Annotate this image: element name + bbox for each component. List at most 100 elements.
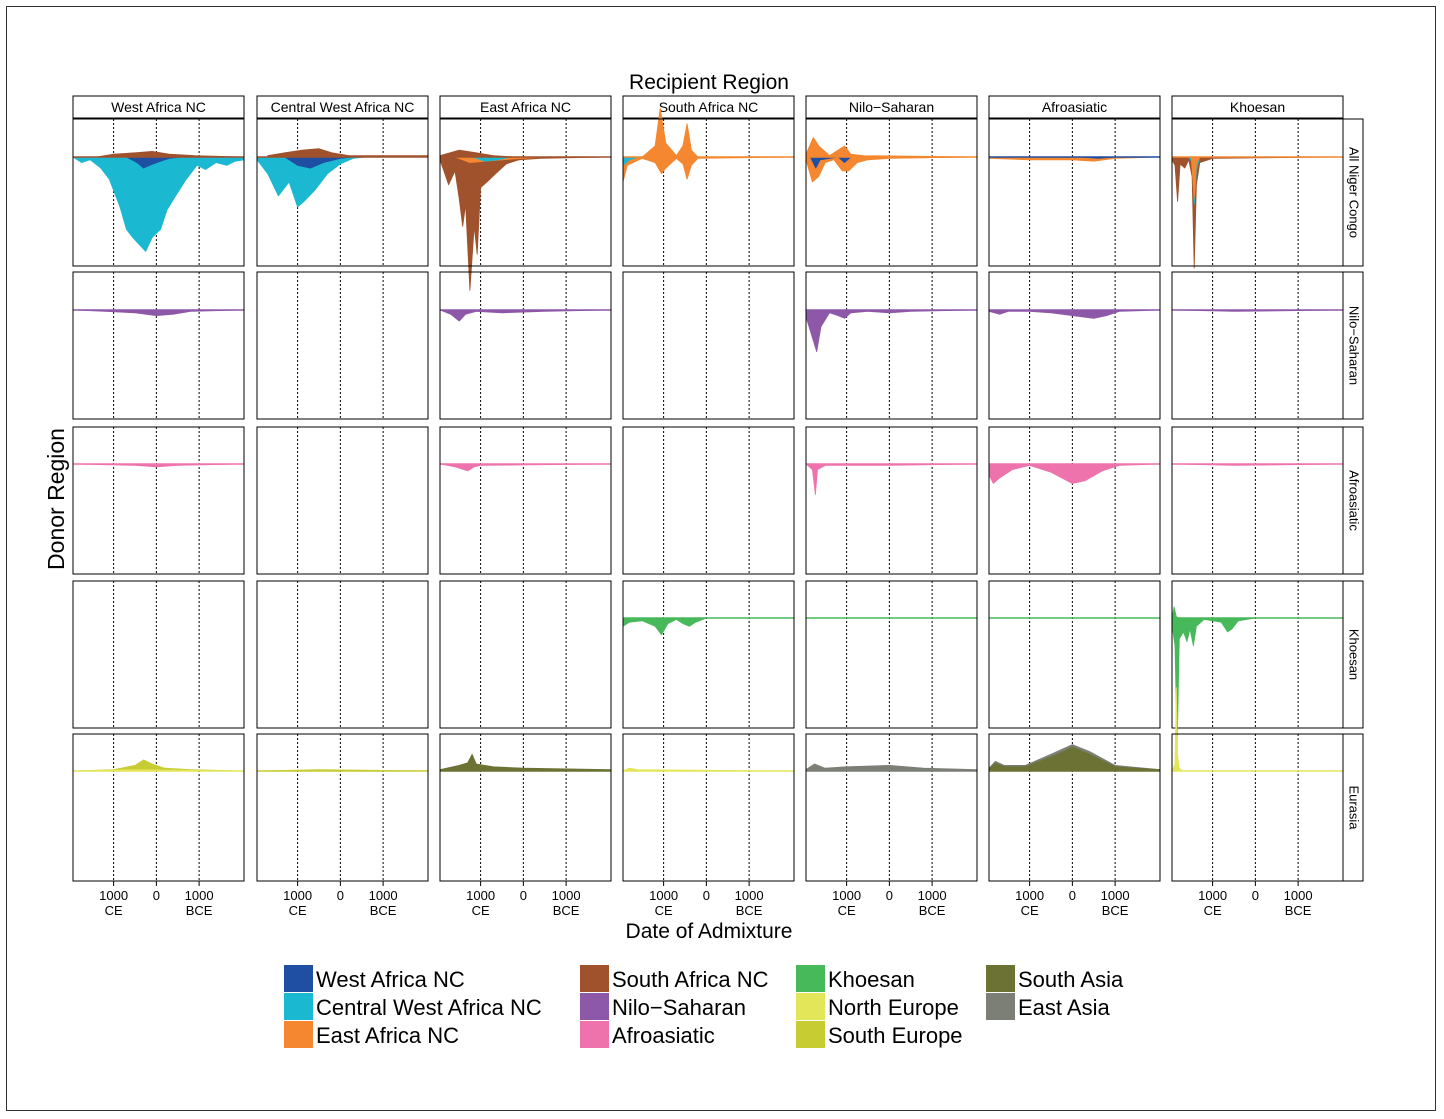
area-nilo-saharan: [72, 309, 245, 316]
panel-eurasia-west-africa-nc: [72, 733, 245, 882]
x-tick-era: BCE: [1102, 903, 1129, 918]
panel-nilo-saharan-afroasiatic: [988, 271, 1161, 420]
column-strip-east-africa-nc: [439, 95, 612, 119]
panel-eurasia-central-west-africa-nc: [256, 733, 429, 882]
area-central-west-africa-nc: [256, 156, 429, 208]
x-tick-label: 1000: [185, 888, 214, 903]
panel-border: [622, 118, 795, 267]
legend-item-afroasiatic: Afroasiatic: [580, 1021, 715, 1048]
panel-afroasiatic-west-africa-nc: [72, 426, 245, 575]
panel-eurasia-khoesan: [1171, 687, 1344, 882]
panel-border: [988, 118, 1161, 267]
column-strip-label: Khoesan: [1230, 99, 1285, 115]
panel-afroasiatic-afroasiatic: [988, 426, 1161, 575]
panel-border: [805, 118, 978, 267]
area-afroasiatic: [988, 463, 1161, 484]
panel-border: [72, 426, 245, 575]
column-strip-label: Central West Africa NC: [271, 99, 415, 115]
panel-border: [72, 580, 245, 729]
x-tick-label: 1000: [1198, 888, 1227, 903]
y-axis-label: Donor Region: [43, 428, 69, 570]
column-strip-afroasiatic: [988, 95, 1161, 119]
legend-label: South Europe: [828, 1023, 963, 1048]
legend-swatch: [580, 993, 609, 1020]
legend-item-east-africa-nc: East Africa NC: [284, 1021, 459, 1048]
panel-afroasiatic-khoesan: [1171, 426, 1344, 575]
legend-item-north-europe: North Europe: [796, 993, 959, 1020]
panel-border: [988, 426, 1161, 575]
legend-label: Central West Africa NC: [316, 995, 542, 1020]
x-tick-label: 0: [153, 888, 160, 903]
panel-nilo-saharan-south-africa-nc: [622, 271, 795, 420]
x-tick-label: 1000: [99, 888, 128, 903]
row-strip-label: Afroasiatic: [1347, 470, 1362, 531]
panel-border: [988, 733, 1161, 882]
panel-border: [622, 426, 795, 575]
x-tick-label: 0: [337, 888, 344, 903]
x-tick-era: BCE: [736, 903, 763, 918]
panel-border: [439, 271, 612, 420]
column-strip-south-africa-nc: [622, 95, 795, 119]
panel-border: [1171, 733, 1344, 882]
area-nilo-saharan: [805, 309, 978, 353]
x-axis-label: Date of Admixture: [626, 920, 793, 943]
panel-eurasia-south-africa-nc: [622, 733, 795, 882]
legend-swatch: [580, 965, 609, 992]
legend-item-south-asia: South Asia: [986, 965, 1124, 992]
x-tick-label: 0: [886, 888, 893, 903]
figure-frame: Recipient Region Date of Admixture Donor…: [6, 6, 1436, 1111]
legend-item-khoesan: Khoesan: [796, 965, 915, 992]
area-south-africa-nc: [1171, 156, 1344, 269]
panel-khoesan-afroasiatic: [988, 580, 1161, 729]
row-strip-label: Khoesan: [1347, 629, 1362, 680]
column-strip-label: South Africa NC: [659, 99, 759, 115]
area-nilo-saharan: [439, 309, 612, 322]
panel-border: [256, 271, 429, 420]
area-south-africa-nc: [439, 149, 516, 158]
panel-afroasiatic-east-africa-nc: [439, 426, 612, 575]
x-tick-era: CE: [655, 903, 673, 918]
panel-border: [622, 271, 795, 420]
panel-khoesan-west-africa-nc: [72, 580, 245, 729]
panel-border: [805, 426, 978, 575]
panel-border: [72, 118, 245, 267]
panel-border: [805, 733, 978, 882]
x-tick-label: 1000: [466, 888, 495, 903]
panel-border: [988, 580, 1161, 729]
panel-border: [1171, 580, 1344, 729]
area-khoesan: [622, 617, 795, 636]
panel-khoesan-nilo-saharan: [805, 580, 978, 729]
panel-all-niger-congo-central-west-africa-nc: [256, 118, 429, 267]
x-tick-label: 0: [1252, 888, 1259, 903]
panel-border: [72, 733, 245, 882]
column-strip-nilo-saharan: [805, 95, 978, 119]
x-tick-era: CE: [1021, 903, 1039, 918]
panel-nilo-saharan-nilo-saharan: [805, 271, 978, 420]
legend-label: Nilo−Saharan: [612, 995, 746, 1020]
x-tick-era: BCE: [1285, 903, 1312, 918]
x-tick-label: 1000: [552, 888, 581, 903]
row-strip-label: All Niger Congo: [1347, 147, 1362, 238]
column-strip-label: Afroasiatic: [1042, 99, 1107, 115]
x-tick-label: 1000: [832, 888, 861, 903]
x-tick-era: CE: [838, 903, 856, 918]
x-tick-label: 1000: [1101, 888, 1130, 903]
legend-label: Afroasiatic: [612, 1023, 715, 1048]
x-tick-era: BCE: [553, 903, 580, 918]
panel-all-niger-congo-khoesan: [1171, 118, 1344, 269]
x-tick-label: 1000: [649, 888, 678, 903]
legend-item-south-europe: South Europe: [796, 1021, 963, 1048]
panel-border: [256, 118, 429, 267]
legend-swatch: [986, 965, 1015, 992]
panel-nilo-saharan-khoesan: [1171, 271, 1344, 420]
panel-afroasiatic-south-africa-nc: [622, 426, 795, 575]
area-east-africa-nc: [622, 156, 795, 183]
panel-nilo-saharan-east-africa-nc: [439, 271, 612, 420]
area-east-africa-nc: [805, 156, 978, 183]
legend-item-central-west-africa-nc: Central West Africa NC: [284, 993, 542, 1020]
x-tick-era: CE: [289, 903, 307, 918]
x-tick-era: BCE: [370, 903, 397, 918]
panel-border: [622, 580, 795, 729]
x-tick-label: 1000: [369, 888, 398, 903]
x-tick-label: 1000: [1284, 888, 1313, 903]
